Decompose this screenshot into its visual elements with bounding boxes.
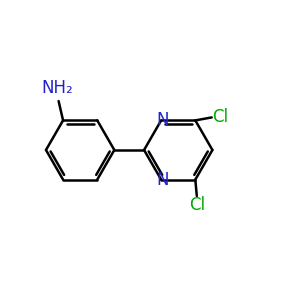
Text: NH₂: NH₂ — [41, 79, 73, 97]
Text: Cl: Cl — [212, 108, 229, 126]
Text: N: N — [156, 111, 169, 129]
Text: N: N — [156, 171, 169, 189]
Text: Cl: Cl — [189, 196, 205, 214]
